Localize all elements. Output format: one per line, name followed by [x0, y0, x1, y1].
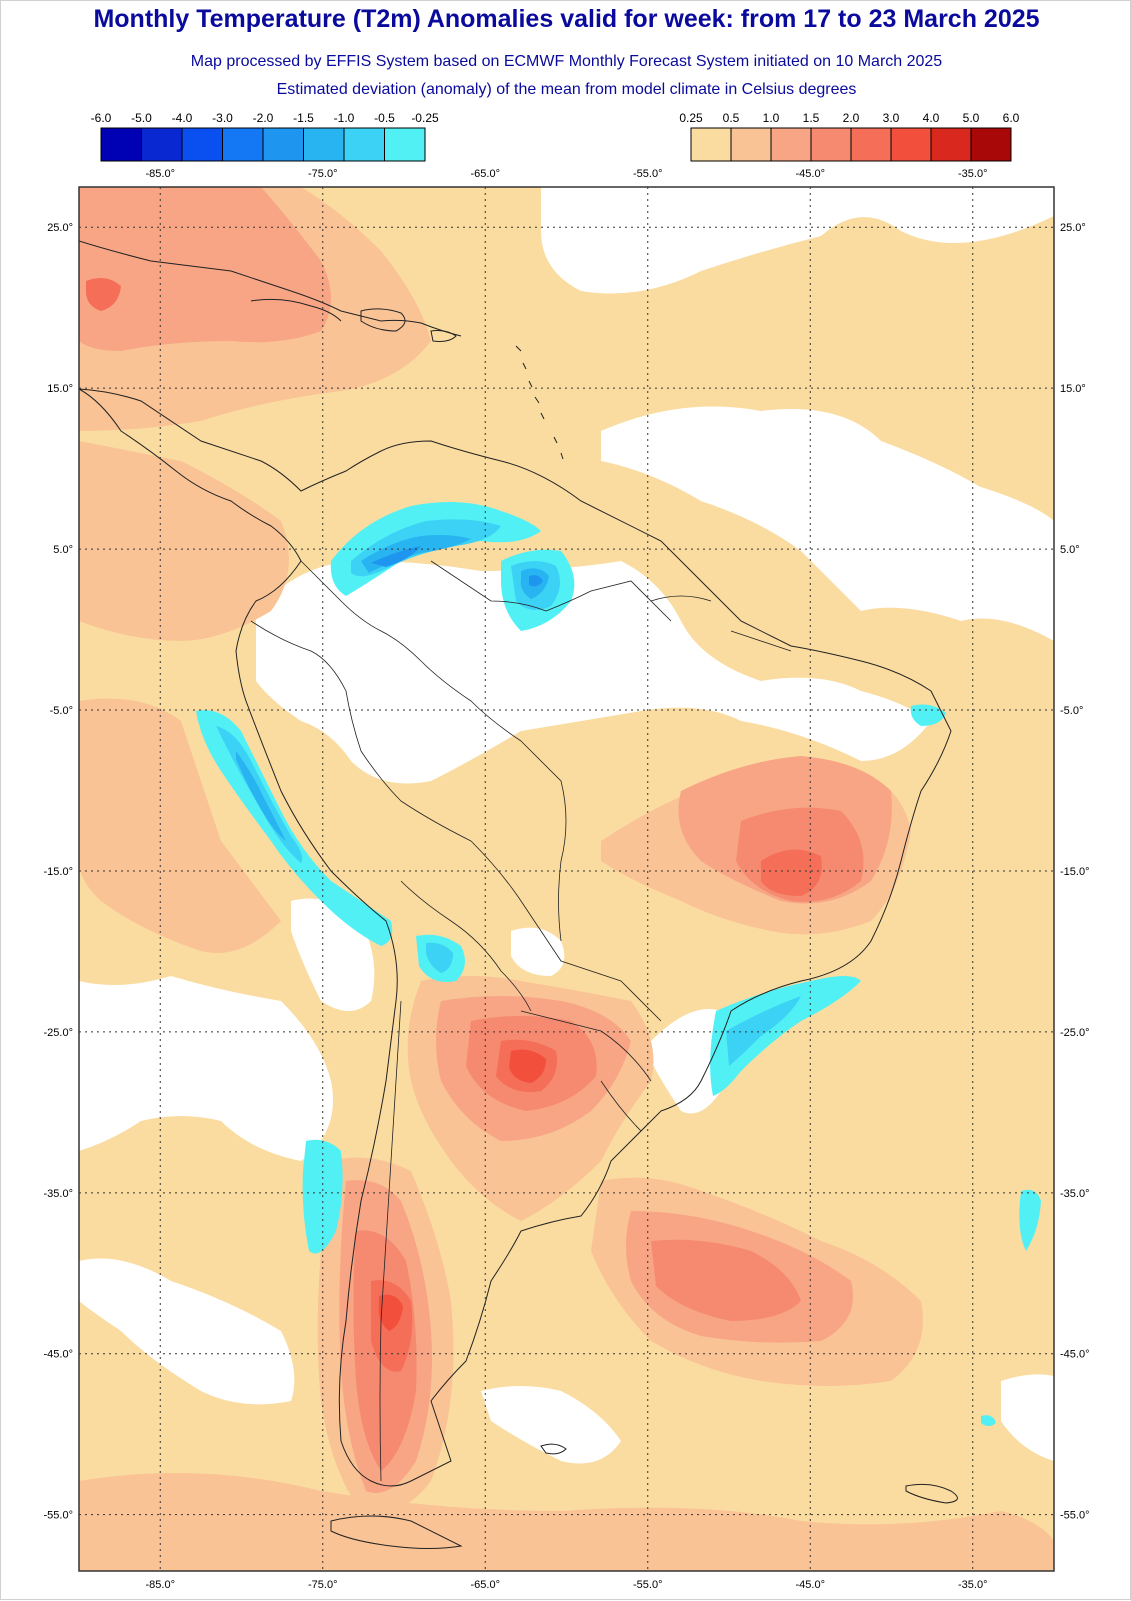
longitude-tick-label: -75.0°	[308, 1579, 337, 1591]
legend-label: -3.0	[212, 111, 233, 125]
legend-label: -0.5	[374, 111, 395, 125]
latitude-tick-label: 15.0°	[1060, 383, 1086, 395]
legend-label: 6.0	[1003, 111, 1020, 125]
latitude-tick-label: 25.0°	[1060, 222, 1086, 234]
legend-swatch	[690, 127, 732, 162]
longitude-tick-label: -65.0°	[471, 1579, 500, 1591]
latitude-tick-label: -15.0°	[44, 866, 73, 878]
legend-swatch	[810, 127, 852, 162]
legend-label: 5.0	[963, 111, 980, 125]
legend-swatch	[850, 127, 892, 162]
latitude-tick-label: -5.0°	[1060, 705, 1083, 717]
latitude-tick-label: 5.0°	[1060, 544, 1080, 556]
warm-anomaly-3-0-areas	[378, 1049, 546, 1331]
longitude-tick-label: -35.0°	[958, 1579, 987, 1591]
latitude-tick-label: -25.0°	[1060, 1027, 1089, 1039]
latitude-tick-label: -35.0°	[1060, 1188, 1089, 1200]
legend-label: -1.0	[334, 111, 355, 125]
longitude-tick-label: -75.0°	[308, 168, 337, 180]
legend-swatch	[930, 127, 972, 162]
longitude-labels-bottom: -85.0° -75.0° -65.0° -55.0° -45.0° -35.0°	[146, 1579, 988, 1591]
legend-swatch	[730, 127, 772, 162]
longitude-tick-label: -45.0°	[796, 168, 825, 180]
latitude-tick-label: -25.0°	[44, 1027, 73, 1039]
latitude-tick-label: -45.0°	[1060, 1349, 1089, 1361]
coastlines	[79, 240, 958, 1549]
legend-label: 2.0	[843, 111, 860, 125]
legend-label: -6.0	[91, 111, 112, 125]
legend-swatch	[222, 127, 264, 162]
map-title: Monthly Temperature (T2m) Anomalies vali…	[93, 5, 1040, 33]
map-field	[79, 187, 1054, 1571]
latitude-tick-label: -55.0°	[1060, 1510, 1089, 1522]
latitude-tick-label: -35.0°	[44, 1188, 73, 1200]
map-subtitle-source: Map processed by EFFIS System based on E…	[190, 53, 943, 70]
longitude-labels-top: -85.0° -75.0° -65.0° -55.0° -45.0° -35.0°	[146, 168, 988, 180]
legend-swatch	[181, 127, 223, 162]
legend-label: 1.0	[763, 111, 780, 125]
latitude-tick-label: -55.0°	[44, 1510, 73, 1522]
legend-label: -0.25	[411, 111, 439, 125]
legend-swatch	[970, 127, 1012, 162]
legend-label: 0.25	[679, 111, 703, 125]
legend-label: -4.0	[172, 111, 193, 125]
legend-swatch	[384, 127, 426, 162]
legend-swatch	[141, 127, 183, 162]
latitude-tick-label: -5.0°	[50, 705, 73, 717]
legend-label: 1.5	[803, 111, 820, 125]
longitude-tick-label: -85.0°	[146, 168, 175, 180]
latitude-labels-right: 25.0° 15.0° 5.0° -5.0° -15.0° -25.0° -35.0° -45…	[1060, 222, 1089, 1521]
graticule-gridlines	[79, 187, 1054, 1571]
longitude-tick-label: -55.0°	[633, 168, 662, 180]
legend-positive-scale: 0.25 0.5 1.0 1.5 2.0 3.0 4.0 5.0 6.0	[679, 111, 1020, 162]
latitude-labels-left: 25.0° 15.0° 5.0° -5.0° -15.0° -25.0° -35.0° -45…	[44, 222, 73, 1521]
legend-label: -5.0	[131, 111, 152, 125]
latitude-tick-label: 25.0°	[47, 222, 73, 234]
color-legend: -6.0 -5.0 -4.0 -3.0 -2.0 -1.5 -1.0 -0.5 -0.25 0.…	[91, 111, 1020, 162]
legend-swatch	[303, 127, 345, 162]
neutral-anomaly-areas	[79, 187, 1054, 1464]
latitude-tick-label: -45.0°	[44, 1349, 73, 1361]
longitude-tick-label: -55.0°	[633, 1579, 662, 1591]
longitude-tick-label: -65.0°	[471, 168, 500, 180]
latitude-tick-label: 15.0°	[47, 383, 73, 395]
legend-label: 0.5	[723, 111, 740, 125]
longitude-tick-label: -85.0°	[146, 1579, 175, 1591]
legend-label: -1.5	[293, 111, 314, 125]
national-borders	[250, 560, 792, 1482]
latitude-tick-label: 5.0°	[53, 544, 73, 556]
legend-label: -2.0	[253, 111, 274, 125]
longitude-tick-label: -35.0°	[958, 168, 987, 180]
legend-label: 3.0	[883, 111, 900, 125]
legend-label: 4.0	[923, 111, 940, 125]
map-frame	[78, 186, 1055, 1572]
legend-swatch	[262, 127, 304, 162]
legend-swatch	[890, 127, 932, 162]
legend-swatch	[343, 127, 385, 162]
latitude-tick-label: -15.0°	[1060, 866, 1089, 878]
longitude-tick-label: -45.0°	[796, 1579, 825, 1591]
legend-swatch	[770, 127, 812, 162]
legend-negative-scale: -6.0 -5.0 -4.0 -3.0 -2.0 -1.5 -1.0 -0.5 -0.25	[91, 111, 439, 162]
legend-swatch	[100, 127, 142, 162]
cool-anomaly-1-5-areas	[371, 546, 543, 587]
map-subtitle-units: Estimated deviation (anomaly) of the mea…	[276, 81, 857, 98]
